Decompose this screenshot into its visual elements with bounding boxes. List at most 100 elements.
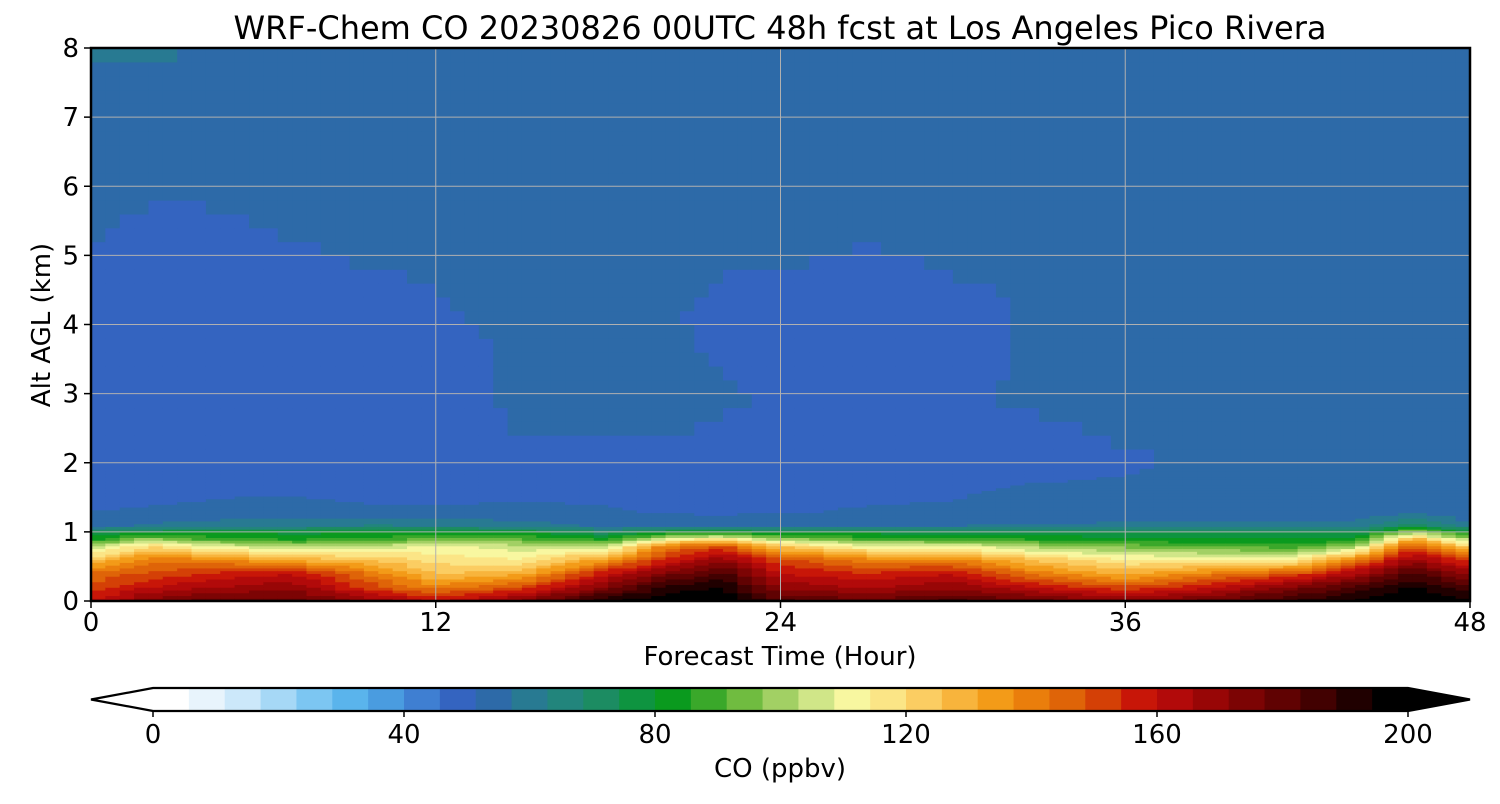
heat-cell bbox=[493, 296, 509, 312]
heat-cell bbox=[593, 471, 609, 475]
heat-cell bbox=[837, 487, 853, 491]
heat-cell bbox=[565, 576, 580, 580]
heat-cell bbox=[464, 379, 480, 395]
heat-cell bbox=[363, 578, 379, 583]
heat-cell bbox=[924, 509, 940, 514]
heat-cell bbox=[392, 471, 408, 475]
heat-cell bbox=[780, 144, 796, 160]
heat-cell bbox=[967, 379, 983, 395]
heat-cell bbox=[723, 493, 738, 497]
heat-cell bbox=[823, 518, 839, 522]
heat-cell bbox=[277, 379, 293, 395]
heat-cell bbox=[249, 471, 264, 475]
heat-cell bbox=[938, 89, 954, 104]
heat-cell bbox=[478, 471, 494, 475]
heat-cell bbox=[881, 545, 897, 550]
heat-cell bbox=[478, 393, 494, 409]
heat-cell bbox=[392, 269, 408, 284]
heat-cell bbox=[421, 540, 437, 544]
heat-cell bbox=[292, 487, 308, 491]
heat-cell bbox=[134, 506, 150, 511]
heat-cell bbox=[837, 556, 853, 561]
heat-cell bbox=[162, 487, 178, 491]
heat-cell bbox=[349, 421, 365, 436]
heat-cell bbox=[464, 578, 480, 583]
heat-cell bbox=[392, 570, 408, 574]
heat-cell bbox=[651, 103, 667, 118]
heat-cell bbox=[938, 531, 954, 536]
heat-cell bbox=[909, 435, 925, 450]
heat-cell bbox=[177, 379, 193, 395]
heat-cell bbox=[809, 338, 825, 353]
heat-cell bbox=[751, 551, 767, 555]
heat-cell bbox=[464, 482, 480, 486]
heat-cell bbox=[593, 324, 609, 339]
heat-cell bbox=[679, 186, 695, 201]
heat-cell bbox=[392, 103, 408, 118]
heat-cell bbox=[881, 493, 897, 497]
heat-cell bbox=[205, 540, 221, 544]
heat-cell bbox=[852, 296, 868, 312]
heat-cell bbox=[723, 471, 738, 475]
heat-cell bbox=[651, 473, 667, 478]
heat-cell bbox=[794, 520, 810, 525]
heat-cell bbox=[320, 578, 336, 583]
heat-cell bbox=[450, 537, 466, 541]
heat-cell bbox=[119, 570, 135, 574]
heat-cell bbox=[407, 523, 422, 527]
heat-cell bbox=[220, 462, 236, 467]
heat-cell bbox=[435, 504, 451, 508]
heat-cell bbox=[794, 365, 810, 381]
heat-cell bbox=[608, 482, 624, 486]
heat-cell bbox=[464, 540, 480, 544]
heat-cell bbox=[708, 515, 724, 519]
heat-cell bbox=[780, 462, 796, 467]
heat-cell bbox=[909, 589, 925, 594]
heat-cell bbox=[292, 465, 308, 469]
heat-cell bbox=[651, 537, 667, 541]
heat-cell bbox=[636, 595, 652, 599]
heat-cell bbox=[708, 534, 724, 538]
heat-cell bbox=[952, 493, 968, 497]
heat-cell bbox=[938, 352, 954, 367]
heat-cell bbox=[608, 352, 624, 367]
heat-cell bbox=[938, 559, 954, 563]
heat-cell bbox=[708, 158, 724, 174]
heat-cell bbox=[866, 548, 882, 552]
heat-cell bbox=[363, 504, 379, 508]
heat-cell bbox=[550, 324, 566, 339]
heat-cell bbox=[349, 465, 365, 469]
heat-cell bbox=[823, 476, 839, 480]
heat-cell bbox=[924, 518, 940, 522]
heat-cell bbox=[952, 576, 968, 580]
heat-cell bbox=[363, 213, 379, 229]
heat-cell bbox=[306, 490, 322, 494]
heat-cell bbox=[909, 407, 925, 422]
heat-cell bbox=[766, 490, 782, 494]
heat-cell bbox=[392, 506, 408, 511]
heat-cell bbox=[809, 269, 825, 284]
heat-cell bbox=[320, 407, 336, 422]
heat-cell bbox=[579, 559, 595, 563]
heat-cell bbox=[349, 548, 365, 552]
heat-cell bbox=[320, 518, 336, 522]
heat-cell bbox=[665, 227, 681, 243]
heat-cell bbox=[766, 540, 782, 544]
heat-cell bbox=[378, 269, 394, 284]
heat-cell bbox=[924, 581, 940, 585]
heat-cell bbox=[665, 551, 681, 555]
heat-cell bbox=[234, 554, 250, 558]
heat-cell bbox=[881, 338, 897, 353]
heat-cell bbox=[478, 75, 494, 91]
heat-cell bbox=[981, 520, 997, 525]
heat-cell bbox=[435, 584, 451, 588]
heat-cell bbox=[177, 551, 193, 555]
heat-cell bbox=[450, 473, 466, 478]
heat-cell bbox=[378, 448, 394, 464]
heat-cell bbox=[708, 255, 724, 270]
heat-cell bbox=[751, 213, 767, 229]
heat-cell bbox=[837, 554, 853, 558]
heat-cell bbox=[723, 501, 738, 505]
heat-cell bbox=[521, 523, 537, 527]
heat-cell bbox=[665, 462, 681, 467]
